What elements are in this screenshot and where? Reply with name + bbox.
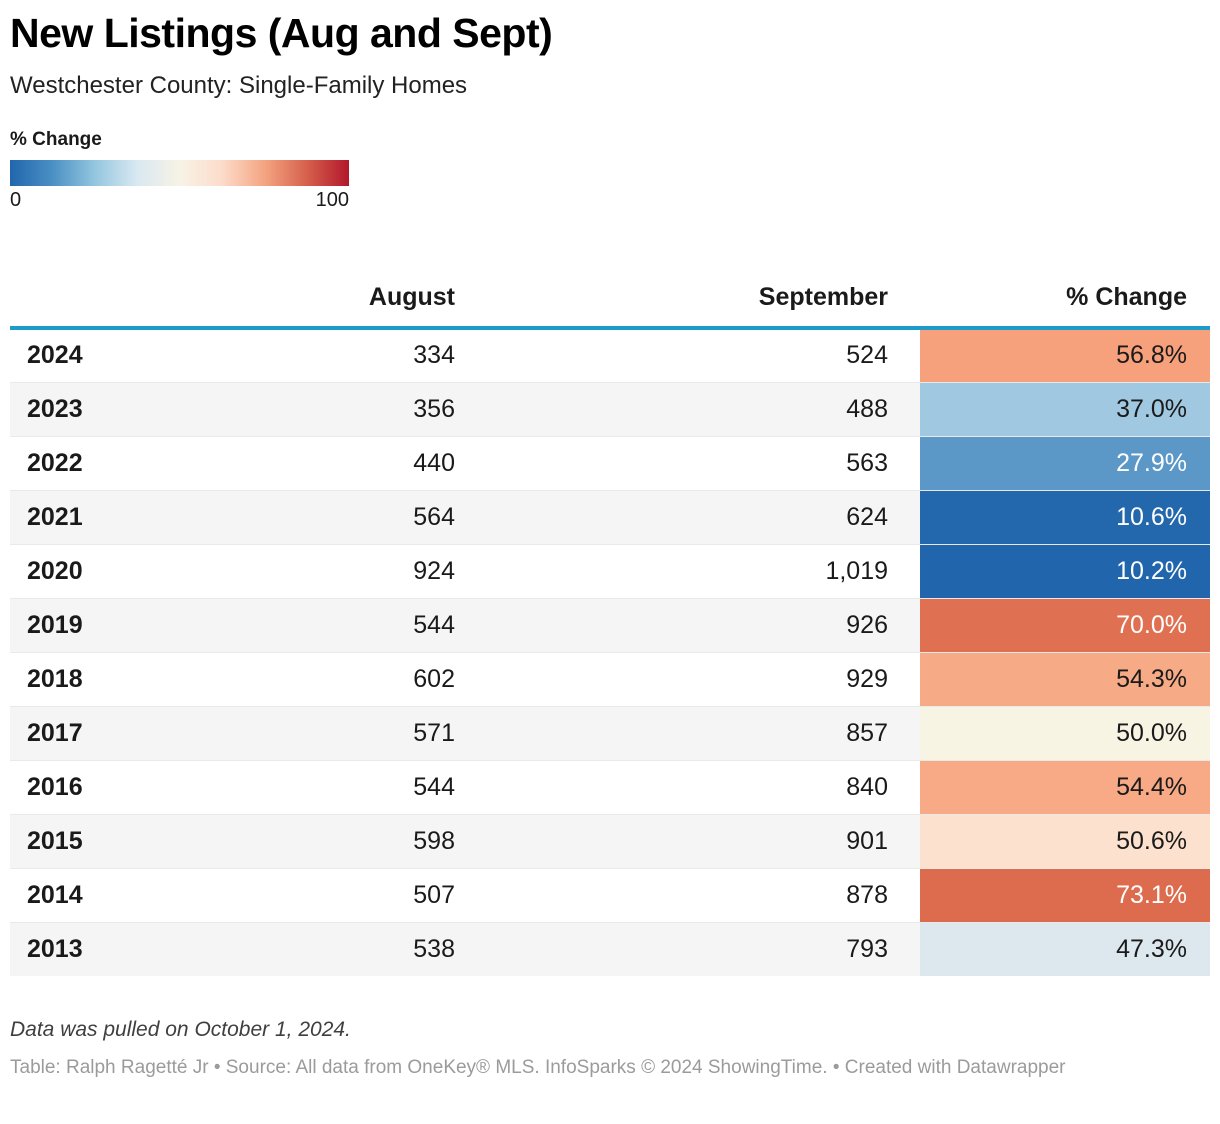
pct-change-cell: 54.4% [920, 759, 1210, 815]
table-row: 2019 544 926 70.0% [10, 597, 1210, 653]
year-cell: 2020 [10, 543, 170, 599]
legend-min-label: 0 [10, 189, 22, 212]
pct-change-cell: 47.3% [920, 921, 1210, 977]
column-header-year [10, 268, 170, 331]
table-row: 2020 924 1,019 10.2% [10, 543, 1210, 599]
table-row: 2021 564 624 10.6% [10, 489, 1210, 545]
pct-change-cell: 56.8% [920, 328, 1210, 383]
page-title: New Listings (Aug and Sept) [10, 10, 553, 56]
table-header: August September % Change [10, 268, 1210, 331]
august-cell: 924 [170, 543, 455, 599]
table-row: 2013 538 793 47.3% [10, 921, 1210, 977]
pct-change-cell: 50.0% [920, 705, 1210, 761]
year-cell: 2024 [27, 341, 83, 370]
year-cell: 2019 [10, 597, 170, 653]
pct-change-cell: 73.1% [920, 867, 1210, 923]
year-cell: 2022 [10, 435, 170, 491]
september-cell: 1,019 [455, 543, 920, 599]
august-cell: 440 [170, 435, 455, 491]
legend-ticks: 0 100 [10, 189, 349, 212]
table-row: 2024 334 524 56.8% [10, 328, 1210, 383]
september-cell: 793 [455, 921, 920, 977]
data-table: August September % Change 2024 334 524 5… [10, 268, 1210, 977]
pct-change-cell: 37.0% [920, 381, 1210, 437]
table-body: 2024 334 524 56.8% 2023 356 488 37.0% 20… [10, 328, 1210, 977]
year-cell: 2021 [10, 489, 170, 545]
legend-max-label: 100 [315, 189, 349, 212]
table-row: 2014 507 878 73.1% [10, 867, 1210, 923]
september-cell: 901 [455, 813, 920, 869]
legend-gradient-bar [10, 160, 349, 187]
year-cell: 2017 [10, 705, 170, 761]
column-header-september: September [455, 268, 920, 331]
august-cell: 544 [170, 597, 455, 653]
legend-title: % Change [10, 129, 102, 151]
year-cell: 2016 [10, 759, 170, 815]
column-header-pct-change: % Change [920, 268, 1210, 331]
september-cell: 840 [455, 759, 920, 815]
column-header-august: August [170, 268, 455, 331]
table-row: 2017 571 857 50.0% [10, 705, 1210, 761]
september-cell: 624 [455, 489, 920, 545]
chart-container: New Listings (Aug and Sept) Westchester … [10, 10, 1210, 1081]
august-cell: 544 [170, 759, 455, 815]
september-cell: 926 [455, 597, 920, 653]
august-cell: 602 [170, 651, 455, 707]
chart-footer: Data was pulled on October 1, 2024. Tabl… [10, 1018, 1210, 1081]
pct-change-cell: 10.2% [920, 543, 1210, 599]
year-cell: 2014 [10, 867, 170, 923]
pct-change-cell: 50.6% [920, 813, 1210, 869]
color-legend: % Change 0 100 [10, 129, 1210, 212]
august-cell: 571 [170, 705, 455, 761]
pct-change-cell: 10.6% [920, 489, 1210, 545]
attribution: Table: Ralph Ragetté Jr • Source: All da… [10, 1057, 1066, 1079]
august-cell: 564 [170, 489, 455, 545]
september-cell: 524 [846, 341, 888, 370]
september-cell: 563 [455, 435, 920, 491]
august-cell: 598 [170, 813, 455, 869]
august-cell: 334 [413, 341, 455, 370]
august-cell: 507 [170, 867, 455, 923]
pct-change-cell: 70.0% [920, 597, 1210, 653]
table-row: 2022 440 563 27.9% [10, 435, 1210, 491]
year-cell: 2013 [10, 921, 170, 977]
year-cell: 2015 [10, 813, 170, 869]
september-cell: 857 [455, 705, 920, 761]
table-row: 2016 544 840 54.4% [10, 759, 1210, 815]
table-row: 2015 598 901 50.6% [10, 813, 1210, 869]
year-cell: 2018 [10, 651, 170, 707]
pct-change-cell: 27.9% [920, 435, 1210, 491]
pct-change-cell: 54.3% [920, 651, 1210, 707]
august-cell: 356 [170, 381, 455, 437]
table-row: 2018 602 929 54.3% [10, 651, 1210, 707]
august-cell: 538 [170, 921, 455, 977]
table-row: 2023 356 488 37.0% [10, 381, 1210, 437]
year-cell: 2023 [10, 381, 170, 437]
september-cell: 878 [455, 867, 920, 923]
september-cell: 488 [455, 381, 920, 437]
september-cell: 929 [455, 651, 920, 707]
data-note: Data was pulled on October 1, 2024. [10, 1018, 351, 1042]
page-subtitle: Westchester County: Single-Family Homes [10, 72, 468, 100]
